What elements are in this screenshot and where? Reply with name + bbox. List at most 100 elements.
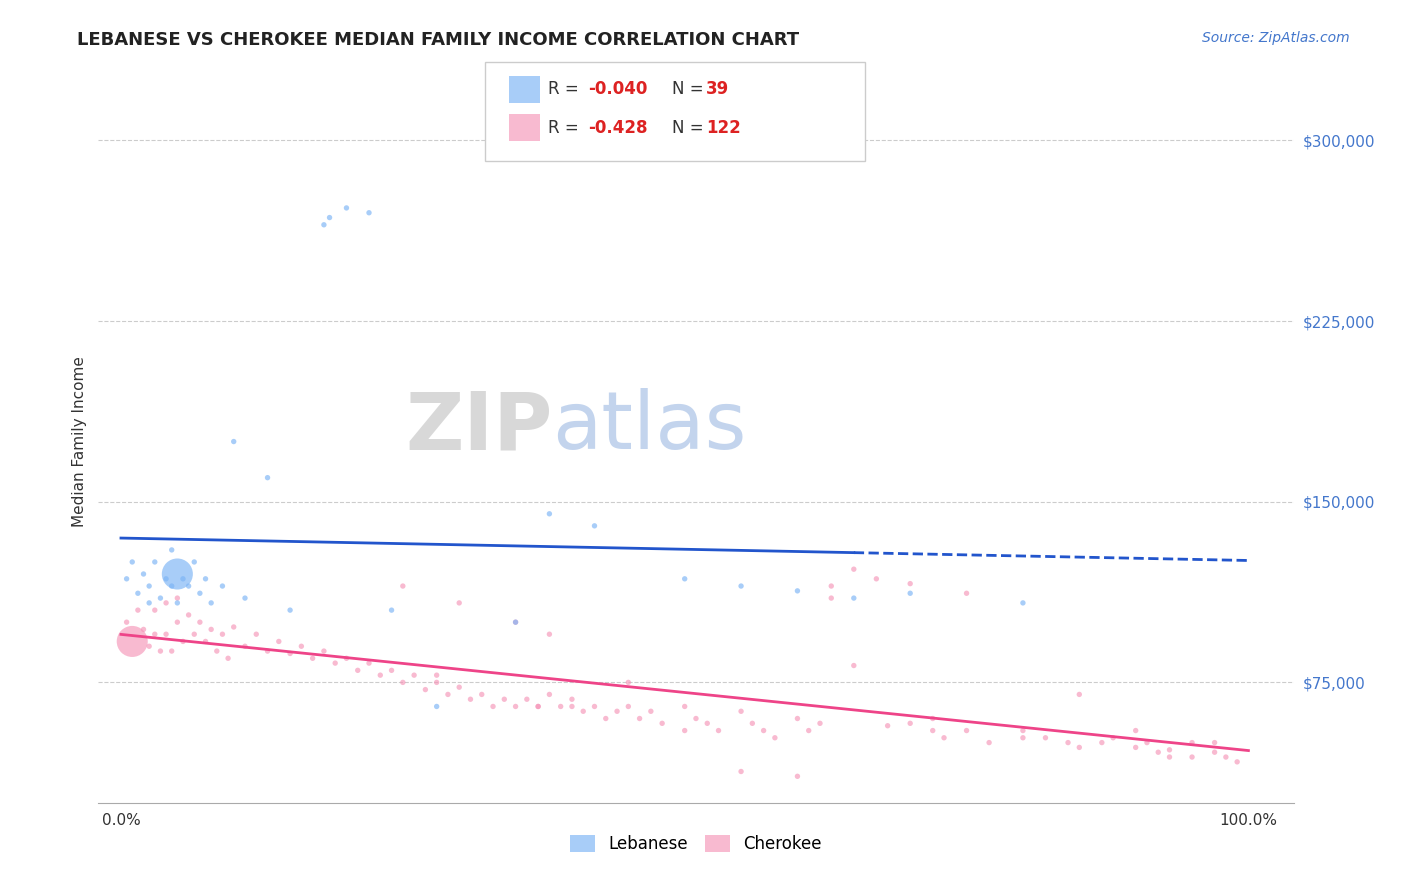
- Point: [1159, 743, 1181, 757]
- Point: [177, 607, 200, 622]
- Point: [921, 712, 943, 726]
- Point: [505, 699, 527, 714]
- Point: [1136, 735, 1159, 749]
- Point: [550, 699, 572, 714]
- Point: [160, 542, 183, 557]
- Point: [127, 603, 149, 617]
- Point: [1215, 750, 1237, 764]
- Point: [278, 603, 301, 617]
- Point: [312, 644, 335, 658]
- Point: [1057, 735, 1080, 749]
- Point: [538, 627, 561, 641]
- Point: [278, 647, 301, 661]
- Point: [177, 579, 200, 593]
- Point: [1226, 755, 1249, 769]
- Point: [741, 716, 763, 731]
- Point: [898, 576, 921, 591]
- Point: [160, 579, 183, 593]
- Point: [166, 596, 188, 610]
- Point: [595, 712, 617, 726]
- Point: [505, 615, 527, 630]
- Point: [149, 644, 172, 658]
- Point: [1035, 731, 1057, 745]
- Point: [155, 627, 177, 641]
- Point: [357, 656, 380, 670]
- Text: 39: 39: [706, 80, 730, 98]
- Point: [138, 639, 160, 653]
- Point: [898, 716, 921, 731]
- Point: [955, 586, 977, 600]
- Point: [898, 586, 921, 600]
- Text: -0.428: -0.428: [588, 119, 647, 136]
- Point: [471, 687, 494, 701]
- Text: N =: N =: [672, 119, 709, 136]
- Point: [583, 519, 606, 533]
- Point: [640, 704, 662, 718]
- Point: [160, 644, 183, 658]
- Point: [1125, 723, 1147, 738]
- Point: [527, 699, 550, 714]
- Point: [617, 699, 640, 714]
- Point: [921, 723, 943, 738]
- Point: [696, 716, 718, 731]
- Point: [516, 692, 538, 706]
- Text: 122: 122: [706, 119, 741, 136]
- Text: LEBANESE VS CHEROKEE MEDIAN FAMILY INCOME CORRELATION CHART: LEBANESE VS CHEROKEE MEDIAN FAMILY INCOM…: [77, 31, 800, 49]
- Text: atlas: atlas: [553, 388, 747, 467]
- Point: [155, 572, 177, 586]
- Point: [561, 699, 583, 714]
- Text: R =: R =: [548, 119, 585, 136]
- Point: [149, 591, 172, 606]
- Point: [673, 699, 696, 714]
- Point: [1147, 745, 1170, 759]
- Point: [188, 586, 211, 600]
- Point: [437, 687, 460, 701]
- Point: [143, 627, 166, 641]
- Point: [538, 507, 561, 521]
- Point: [583, 699, 606, 714]
- Point: [166, 591, 188, 606]
- Point: [673, 723, 696, 738]
- Point: [842, 658, 865, 673]
- Point: [233, 591, 256, 606]
- Point: [1012, 596, 1035, 610]
- Point: [1159, 750, 1181, 764]
- Point: [132, 567, 155, 582]
- Point: [290, 639, 312, 653]
- Point: [730, 764, 752, 779]
- Point: [301, 651, 323, 665]
- Point: [1012, 723, 1035, 738]
- Point: [865, 572, 887, 586]
- Point: [415, 682, 437, 697]
- Point: [404, 668, 426, 682]
- Point: [132, 623, 155, 637]
- Point: [368, 668, 391, 682]
- Point: [1069, 687, 1091, 701]
- Point: [1012, 731, 1035, 745]
- Text: ZIP: ZIP: [405, 388, 553, 467]
- Point: [1204, 735, 1226, 749]
- Point: [426, 668, 449, 682]
- Point: [380, 603, 402, 617]
- Point: [730, 579, 752, 593]
- Point: [200, 596, 222, 610]
- Point: [1204, 745, 1226, 759]
- Point: [256, 471, 278, 485]
- Point: [752, 723, 775, 738]
- Point: [245, 627, 267, 641]
- Point: [183, 555, 205, 569]
- Point: [194, 572, 217, 586]
- Point: [380, 664, 402, 678]
- Point: [932, 731, 955, 745]
- Point: [820, 591, 842, 606]
- Point: [449, 596, 471, 610]
- Point: [188, 615, 211, 630]
- Point: [335, 201, 357, 215]
- Point: [115, 615, 138, 630]
- Text: Source: ZipAtlas.com: Source: ZipAtlas.com: [1202, 31, 1350, 45]
- Point: [426, 675, 449, 690]
- Y-axis label: Median Family Income: Median Family Income: [72, 356, 87, 527]
- Point: [335, 651, 357, 665]
- Point: [143, 603, 166, 617]
- Point: [786, 769, 808, 783]
